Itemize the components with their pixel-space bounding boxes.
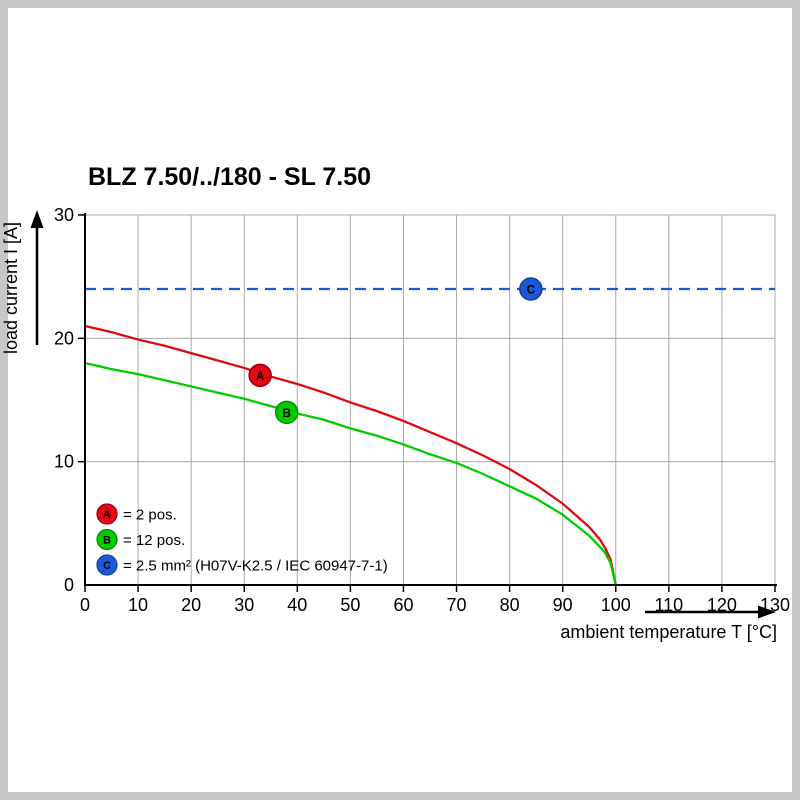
legend-letter-C: C <box>103 560 111 572</box>
curve-marker-letter-C: C <box>527 283 536 297</box>
y-axis-arrow <box>30 210 44 345</box>
x-tick-label: 100 <box>601 595 631 615</box>
x-tick-label: 120 <box>707 595 737 615</box>
x-tick-label: 90 <box>553 595 573 615</box>
series-line-A <box>84 324 617 586</box>
axes-layer <box>78 213 777 592</box>
legend-text-C: = 2.5 mm² (H07V-K2.5 / IEC 60947-7-1) <box>123 558 388 575</box>
series-line-B <box>84 361 617 586</box>
x-tick-label: 10 <box>128 595 148 615</box>
y-axis-label: load current I [A] <box>1 222 21 354</box>
legend-letter-A: A <box>103 509 111 521</box>
x-tick-label: 110 <box>654 595 683 615</box>
x-tick-label: 50 <box>340 595 360 615</box>
curve-marker-A <box>248 363 272 388</box>
series-layer <box>84 287 775 586</box>
x-tick-label: 40 <box>287 595 307 615</box>
x-axis-label: ambient temperature T [°C] <box>560 622 777 642</box>
x-axis-arrow <box>645 605 776 619</box>
y-tick-label: 0 <box>64 575 74 595</box>
y-tick-label: 20 <box>54 328 74 348</box>
x-tick-label: 20 <box>181 595 201 615</box>
curve-marker-B <box>274 400 299 425</box>
marker-layer: A B C <box>248 277 543 425</box>
legend-layer: A = 2 pos. B = 12 pos. C = 2.5 mm² (H07V-K2.5… <box>96 503 388 576</box>
legend-swatch-C <box>96 554 118 576</box>
grid-layer <box>85 214 776 585</box>
legend-swatch-A <box>96 503 118 525</box>
legend-text-A: = 2 pos. <box>123 507 177 524</box>
x-tick-label: 0 <box>80 595 90 615</box>
legend-letter-B: B <box>103 535 111 547</box>
x-tick-label: 70 <box>447 595 467 615</box>
curve-marker-letter-A: A <box>256 369 265 383</box>
curve-marker-C <box>519 277 543 301</box>
chart-title: BLZ 7.50/../180 - SL 7.50 <box>88 163 371 191</box>
legend-text-B: = 12 pos. <box>123 532 185 549</box>
x-tick-label: 80 <box>500 595 520 615</box>
y-tick-label: 30 <box>54 205 74 225</box>
curve-marker-letter-B: B <box>282 406 291 420</box>
y-tick-label: 10 <box>54 452 74 472</box>
legend-swatch-B <box>96 528 118 551</box>
x-tick-label: 30 <box>234 595 254 615</box>
x-tick-label: 60 <box>393 595 413 615</box>
